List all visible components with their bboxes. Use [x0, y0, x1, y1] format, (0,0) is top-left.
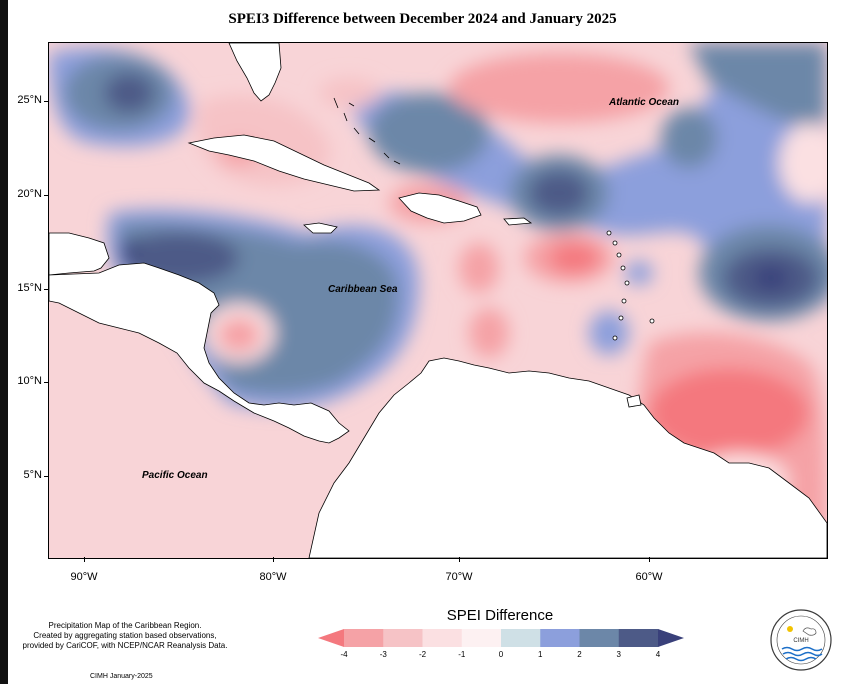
- legend-tick-label: 1: [538, 650, 543, 659]
- ytick-mark: [44, 195, 49, 196]
- legend-cell: [579, 629, 620, 647]
- credit-line-1: Precipitation Map of the Caribbean Regio…: [48, 621, 202, 630]
- atlantic-ocean-label: Atlantic Ocean: [609, 97, 680, 108]
- legend-arrow-right: [658, 629, 684, 647]
- xtick-60w: 60°W: [635, 571, 663, 583]
- legend-tick-label: 2: [577, 650, 582, 659]
- logo-text: CIMH: [793, 638, 808, 644]
- legend-cell: [422, 629, 463, 647]
- legend-title: SPEI Difference: [446, 607, 554, 624]
- credit-text: Precipitation Map of the Caribbean Regio…: [10, 621, 240, 651]
- legend-colorbar: [318, 629, 684, 647]
- xtick-mark: [649, 557, 650, 562]
- legend-arrow-left: [318, 629, 344, 647]
- pacific-ocean-label: Pacific Ocean: [142, 470, 208, 481]
- cloud-icon: [802, 627, 817, 636]
- xtick-mark: [273, 557, 274, 562]
- lesser-antilles: [606, 230, 655, 341]
- spei-map: [49, 43, 827, 558]
- left-edge-strip: [0, 0, 8, 684]
- xtick-70w: 70°W: [445, 571, 473, 583]
- legend-cell: [383, 629, 423, 647]
- credit-date: CIMH January-2025: [90, 673, 153, 680]
- ytick-15n: 15°N: [17, 282, 42, 294]
- land-masses: [49, 43, 827, 558]
- legend-tick-label: 0: [498, 650, 504, 659]
- ytick-20n: 20°N: [17, 188, 42, 200]
- xtick-90w: 90°W: [70, 571, 98, 583]
- legend-cell: [344, 629, 384, 647]
- caribbean-sea-label: Caribbean Sea: [328, 284, 398, 295]
- ytick-10n: 10°N: [17, 375, 42, 387]
- ytick-25n: 25°N: [17, 94, 42, 106]
- legend-tick-label: -2: [418, 650, 427, 659]
- legend-tick-label: 3: [616, 650, 621, 659]
- map-frame: [48, 42, 828, 559]
- legend-cell: [461, 629, 502, 647]
- cimh-logo: CIMH: [770, 609, 832, 671]
- ytick-mark: [44, 382, 49, 383]
- bahamas-islands: [333, 97, 401, 165]
- legend-tick-label: -3: [379, 650, 387, 659]
- ytick-mark: [44, 101, 49, 102]
- legend-tick-label: -4: [340, 650, 348, 659]
- xtick-80w: 80°W: [259, 571, 287, 583]
- ytick-5n: 5°N: [23, 469, 42, 481]
- legend-tick-label: 4: [655, 650, 661, 659]
- xtick-mark: [459, 557, 460, 562]
- sun-icon: [787, 626, 793, 632]
- credit-line-3: provided by CariCOF, with NCEP/NCAR Rean…: [22, 641, 228, 650]
- legend-cell: [540, 629, 580, 647]
- ytick-mark: [44, 476, 49, 477]
- legend-tick-label: -1: [458, 650, 466, 659]
- ytick-mark: [44, 289, 49, 290]
- credit-line-2: Created by aggregating station based obs…: [33, 631, 217, 640]
- xtick-mark: [84, 557, 85, 562]
- map-title: SPEI3 Difference between December 2024 a…: [228, 11, 617, 27]
- legend-cell: [501, 629, 541, 647]
- legend-cells: [344, 629, 659, 647]
- legend-cell: [618, 629, 659, 647]
